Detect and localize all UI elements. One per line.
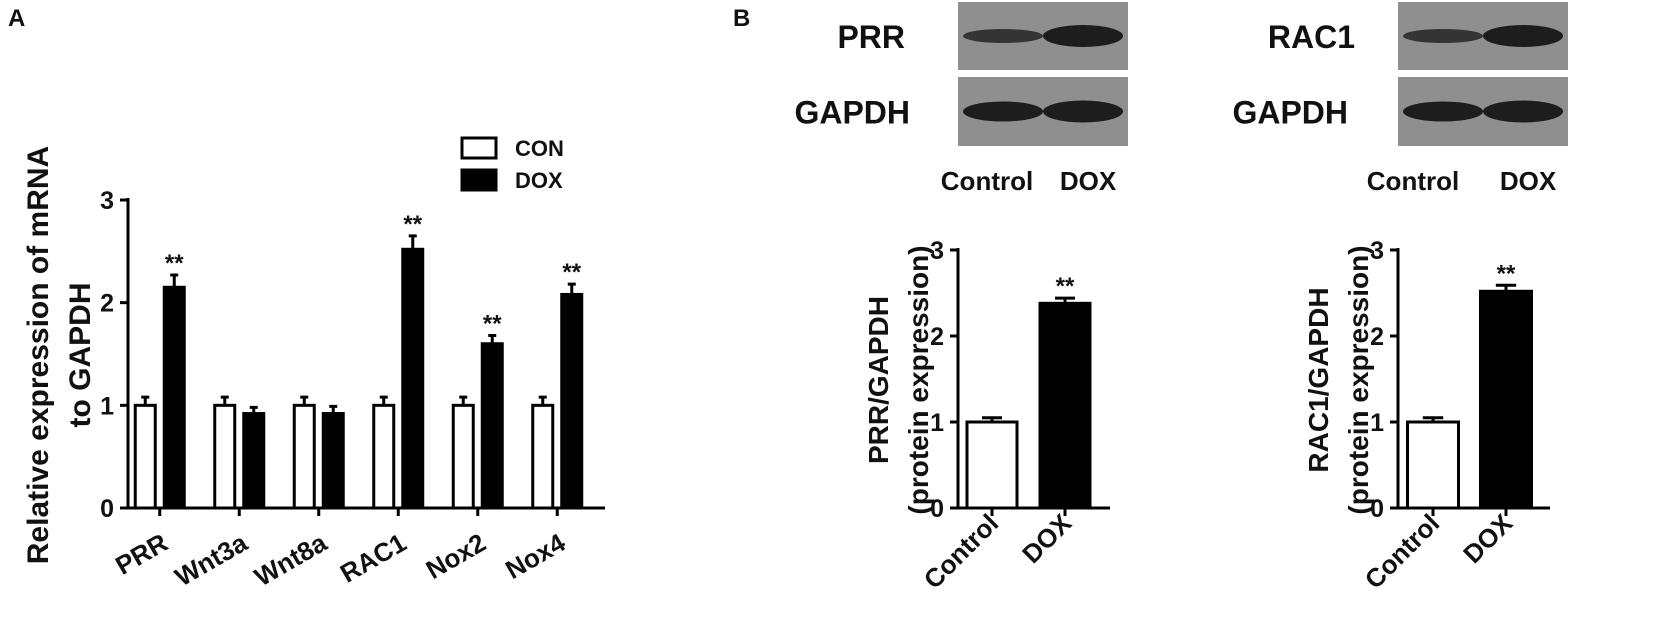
blot-row-label: PRR <box>837 19 905 55</box>
blot-band <box>963 101 1043 122</box>
bar <box>480 342 504 510</box>
y-axis-label: (protein expression) <box>1343 245 1374 514</box>
y-tick-label: 1 <box>1370 409 1384 437</box>
y-tick-label: 1 <box>930 409 944 437</box>
significance: ** <box>403 211 422 238</box>
x-tick-label: Nox2 <box>421 527 491 585</box>
significance: ** <box>483 311 502 338</box>
bar <box>531 403 555 510</box>
blot-lane-label: DOX <box>1060 166 1117 196</box>
y-tick-label: 0 <box>1370 495 1384 523</box>
bar <box>242 412 266 510</box>
blot-lane-label: Control <box>1367 166 1459 196</box>
blot-row-label: GAPDH <box>1232 95 1348 131</box>
y-tick-label: 2 <box>100 290 114 318</box>
blot-band <box>1043 100 1123 123</box>
blot-row-label: GAPDH <box>794 95 910 131</box>
error-bar <box>170 273 179 288</box>
significance: ** <box>165 250 184 277</box>
y-axis-label: RAC1/GAPDH <box>1303 287 1334 472</box>
bar <box>162 285 186 510</box>
significance: ** <box>1056 273 1075 300</box>
legend-label: DOX <box>515 168 563 193</box>
blot-band <box>1483 25 1563 47</box>
x-tick-label: PRR <box>110 527 173 581</box>
blot-row-label: RAC1 <box>1268 19 1355 55</box>
panel-label: B <box>733 5 750 32</box>
y-tick-label: 3 <box>100 187 114 215</box>
significance: ** <box>562 259 581 286</box>
y-tick-label: 3 <box>930 237 944 265</box>
x-tick-label: DOX <box>1016 508 1078 570</box>
bar <box>965 420 1019 510</box>
bar <box>292 403 316 510</box>
blot-band <box>1403 29 1483 43</box>
x-tick-label: RAC1 <box>335 527 411 588</box>
error-bar <box>567 282 576 295</box>
legend-swatch <box>460 136 498 160</box>
x-tick-label: DOX <box>1457 508 1519 570</box>
y-axis-label: PRR/GAPDH <box>863 296 894 464</box>
bar <box>1038 301 1092 510</box>
panel-label: A <box>8 5 25 32</box>
x-tick-label: Wnt3a <box>170 527 253 592</box>
y-tick-label: 2 <box>1370 323 1384 351</box>
blot-band <box>1403 101 1483 122</box>
x-tick-label: Nox4 <box>500 527 571 585</box>
blot-band <box>963 29 1043 43</box>
y-axis-label: (protein expression) <box>903 245 934 514</box>
bar <box>1479 289 1533 510</box>
legend-label: CON <box>515 136 564 161</box>
y-tick-label: 1 <box>100 392 114 420</box>
blot-lane-label: Control <box>941 166 1033 196</box>
y-tick-label: 3 <box>1370 237 1384 265</box>
y-tick-label: 2 <box>930 323 944 351</box>
bar <box>321 412 345 510</box>
y-axis-label: to GAPDH <box>64 283 97 428</box>
blot-band <box>1483 100 1563 123</box>
bar <box>451 403 475 510</box>
legend-swatch <box>460 168 498 192</box>
blot-lane-label: DOX <box>1500 166 1557 196</box>
significance: ** <box>1497 260 1516 287</box>
blot-band <box>1043 25 1123 47</box>
bar <box>213 403 237 510</box>
bar <box>560 292 584 510</box>
y-tick-label: 0 <box>930 495 944 523</box>
bar <box>133 403 157 510</box>
bar <box>372 403 396 510</box>
x-tick-label: Wnt8a <box>249 527 332 592</box>
bar <box>1406 420 1460 510</box>
y-axis-label: Relative expression of mRNA <box>22 146 55 564</box>
y-tick-label: 0 <box>100 495 114 523</box>
error-bar <box>408 234 417 250</box>
bar <box>401 247 425 510</box>
